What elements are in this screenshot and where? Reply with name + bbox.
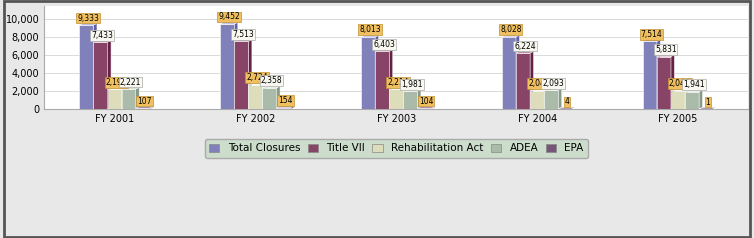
Polygon shape [572, 107, 576, 109]
Polygon shape [418, 106, 435, 108]
Polygon shape [657, 55, 675, 57]
Polygon shape [150, 106, 153, 109]
Polygon shape [79, 23, 97, 25]
Text: 6,403: 6,403 [373, 40, 395, 49]
Polygon shape [657, 40, 661, 109]
Text: 1,941: 1,941 [683, 80, 705, 89]
Polygon shape [657, 57, 671, 109]
Polygon shape [530, 89, 547, 91]
Polygon shape [220, 24, 234, 109]
Text: 4: 4 [565, 98, 569, 106]
Text: 2,724: 2,724 [247, 73, 268, 82]
Legend: Total Closures, Title VII, Rehabilitation Act, ADEA, EPA: Total Closures, Title VII, Rehabilitatio… [205, 139, 588, 158]
Polygon shape [248, 84, 262, 109]
Polygon shape [516, 51, 534, 53]
Polygon shape [234, 41, 248, 109]
Polygon shape [361, 37, 375, 109]
Text: 2,358: 2,358 [260, 76, 282, 85]
Polygon shape [277, 86, 280, 109]
Polygon shape [699, 90, 703, 109]
Polygon shape [262, 88, 277, 109]
Text: 1: 1 [706, 98, 710, 107]
Polygon shape [108, 88, 125, 89]
Text: 107: 107 [137, 97, 152, 106]
Polygon shape [558, 107, 576, 109]
Polygon shape [121, 89, 136, 109]
Text: 154: 154 [278, 96, 293, 105]
Polygon shape [530, 51, 534, 109]
Polygon shape [685, 92, 699, 109]
Text: 1,981: 1,981 [401, 80, 423, 89]
Polygon shape [431, 106, 435, 109]
Text: 8,013: 8,013 [359, 25, 381, 35]
Polygon shape [248, 83, 266, 84]
Polygon shape [671, 91, 685, 109]
Polygon shape [502, 37, 516, 109]
Text: 2,190: 2,190 [106, 78, 127, 87]
Polygon shape [361, 35, 379, 37]
Polygon shape [713, 107, 717, 109]
Polygon shape [248, 40, 252, 109]
Polygon shape [389, 50, 393, 109]
Polygon shape [234, 40, 252, 41]
Polygon shape [516, 35, 520, 109]
Text: 2,040: 2,040 [669, 79, 691, 88]
Polygon shape [136, 106, 153, 108]
Polygon shape [375, 51, 389, 109]
Text: 2,214: 2,214 [388, 78, 409, 87]
Polygon shape [121, 87, 139, 89]
Polygon shape [685, 89, 688, 109]
Text: 2,221: 2,221 [120, 78, 141, 87]
Text: 2,093: 2,093 [542, 79, 564, 88]
Polygon shape [403, 91, 418, 109]
Polygon shape [290, 106, 294, 109]
Polygon shape [502, 35, 520, 37]
Polygon shape [93, 42, 108, 109]
Polygon shape [558, 89, 562, 109]
Polygon shape [108, 40, 111, 109]
Polygon shape [79, 25, 93, 109]
Polygon shape [544, 89, 562, 90]
Polygon shape [671, 55, 675, 109]
Polygon shape [671, 89, 688, 91]
Polygon shape [544, 90, 558, 109]
Polygon shape [220, 22, 238, 24]
Text: 104: 104 [419, 97, 434, 106]
Polygon shape [389, 88, 407, 89]
Text: 7,513: 7,513 [232, 30, 254, 39]
Polygon shape [93, 40, 111, 42]
Text: 8,028: 8,028 [500, 25, 522, 34]
Polygon shape [136, 87, 139, 109]
Polygon shape [375, 35, 379, 109]
Polygon shape [262, 86, 280, 88]
Polygon shape [121, 88, 125, 109]
Polygon shape [136, 108, 150, 109]
Polygon shape [643, 41, 657, 109]
Polygon shape [93, 23, 97, 109]
Text: 2,046: 2,046 [528, 79, 550, 88]
Polygon shape [234, 22, 238, 109]
Polygon shape [544, 89, 547, 109]
Polygon shape [277, 108, 290, 109]
Polygon shape [277, 106, 294, 108]
Polygon shape [516, 53, 530, 109]
Polygon shape [530, 91, 544, 109]
Polygon shape [418, 108, 431, 109]
Text: 7,514: 7,514 [641, 30, 663, 39]
Polygon shape [403, 89, 421, 91]
Text: 6,224: 6,224 [514, 41, 535, 50]
Polygon shape [643, 40, 661, 41]
Polygon shape [418, 89, 421, 109]
Polygon shape [262, 83, 266, 109]
Text: 9,452: 9,452 [218, 12, 240, 21]
Polygon shape [699, 107, 717, 109]
Polygon shape [685, 90, 703, 92]
Polygon shape [389, 89, 403, 109]
Polygon shape [108, 89, 121, 109]
Polygon shape [375, 50, 393, 51]
Text: 7,433: 7,433 [91, 31, 113, 40]
Text: 9,333: 9,333 [77, 14, 99, 23]
Text: 5,831: 5,831 [655, 45, 676, 54]
Polygon shape [403, 88, 407, 109]
